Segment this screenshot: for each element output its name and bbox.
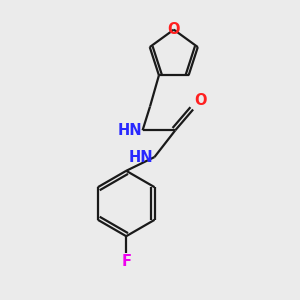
Text: O: O (167, 22, 180, 37)
Text: HN: HN (118, 123, 142, 138)
Text: F: F (121, 254, 131, 269)
Text: HN: HN (128, 150, 153, 165)
Text: O: O (195, 93, 207, 108)
